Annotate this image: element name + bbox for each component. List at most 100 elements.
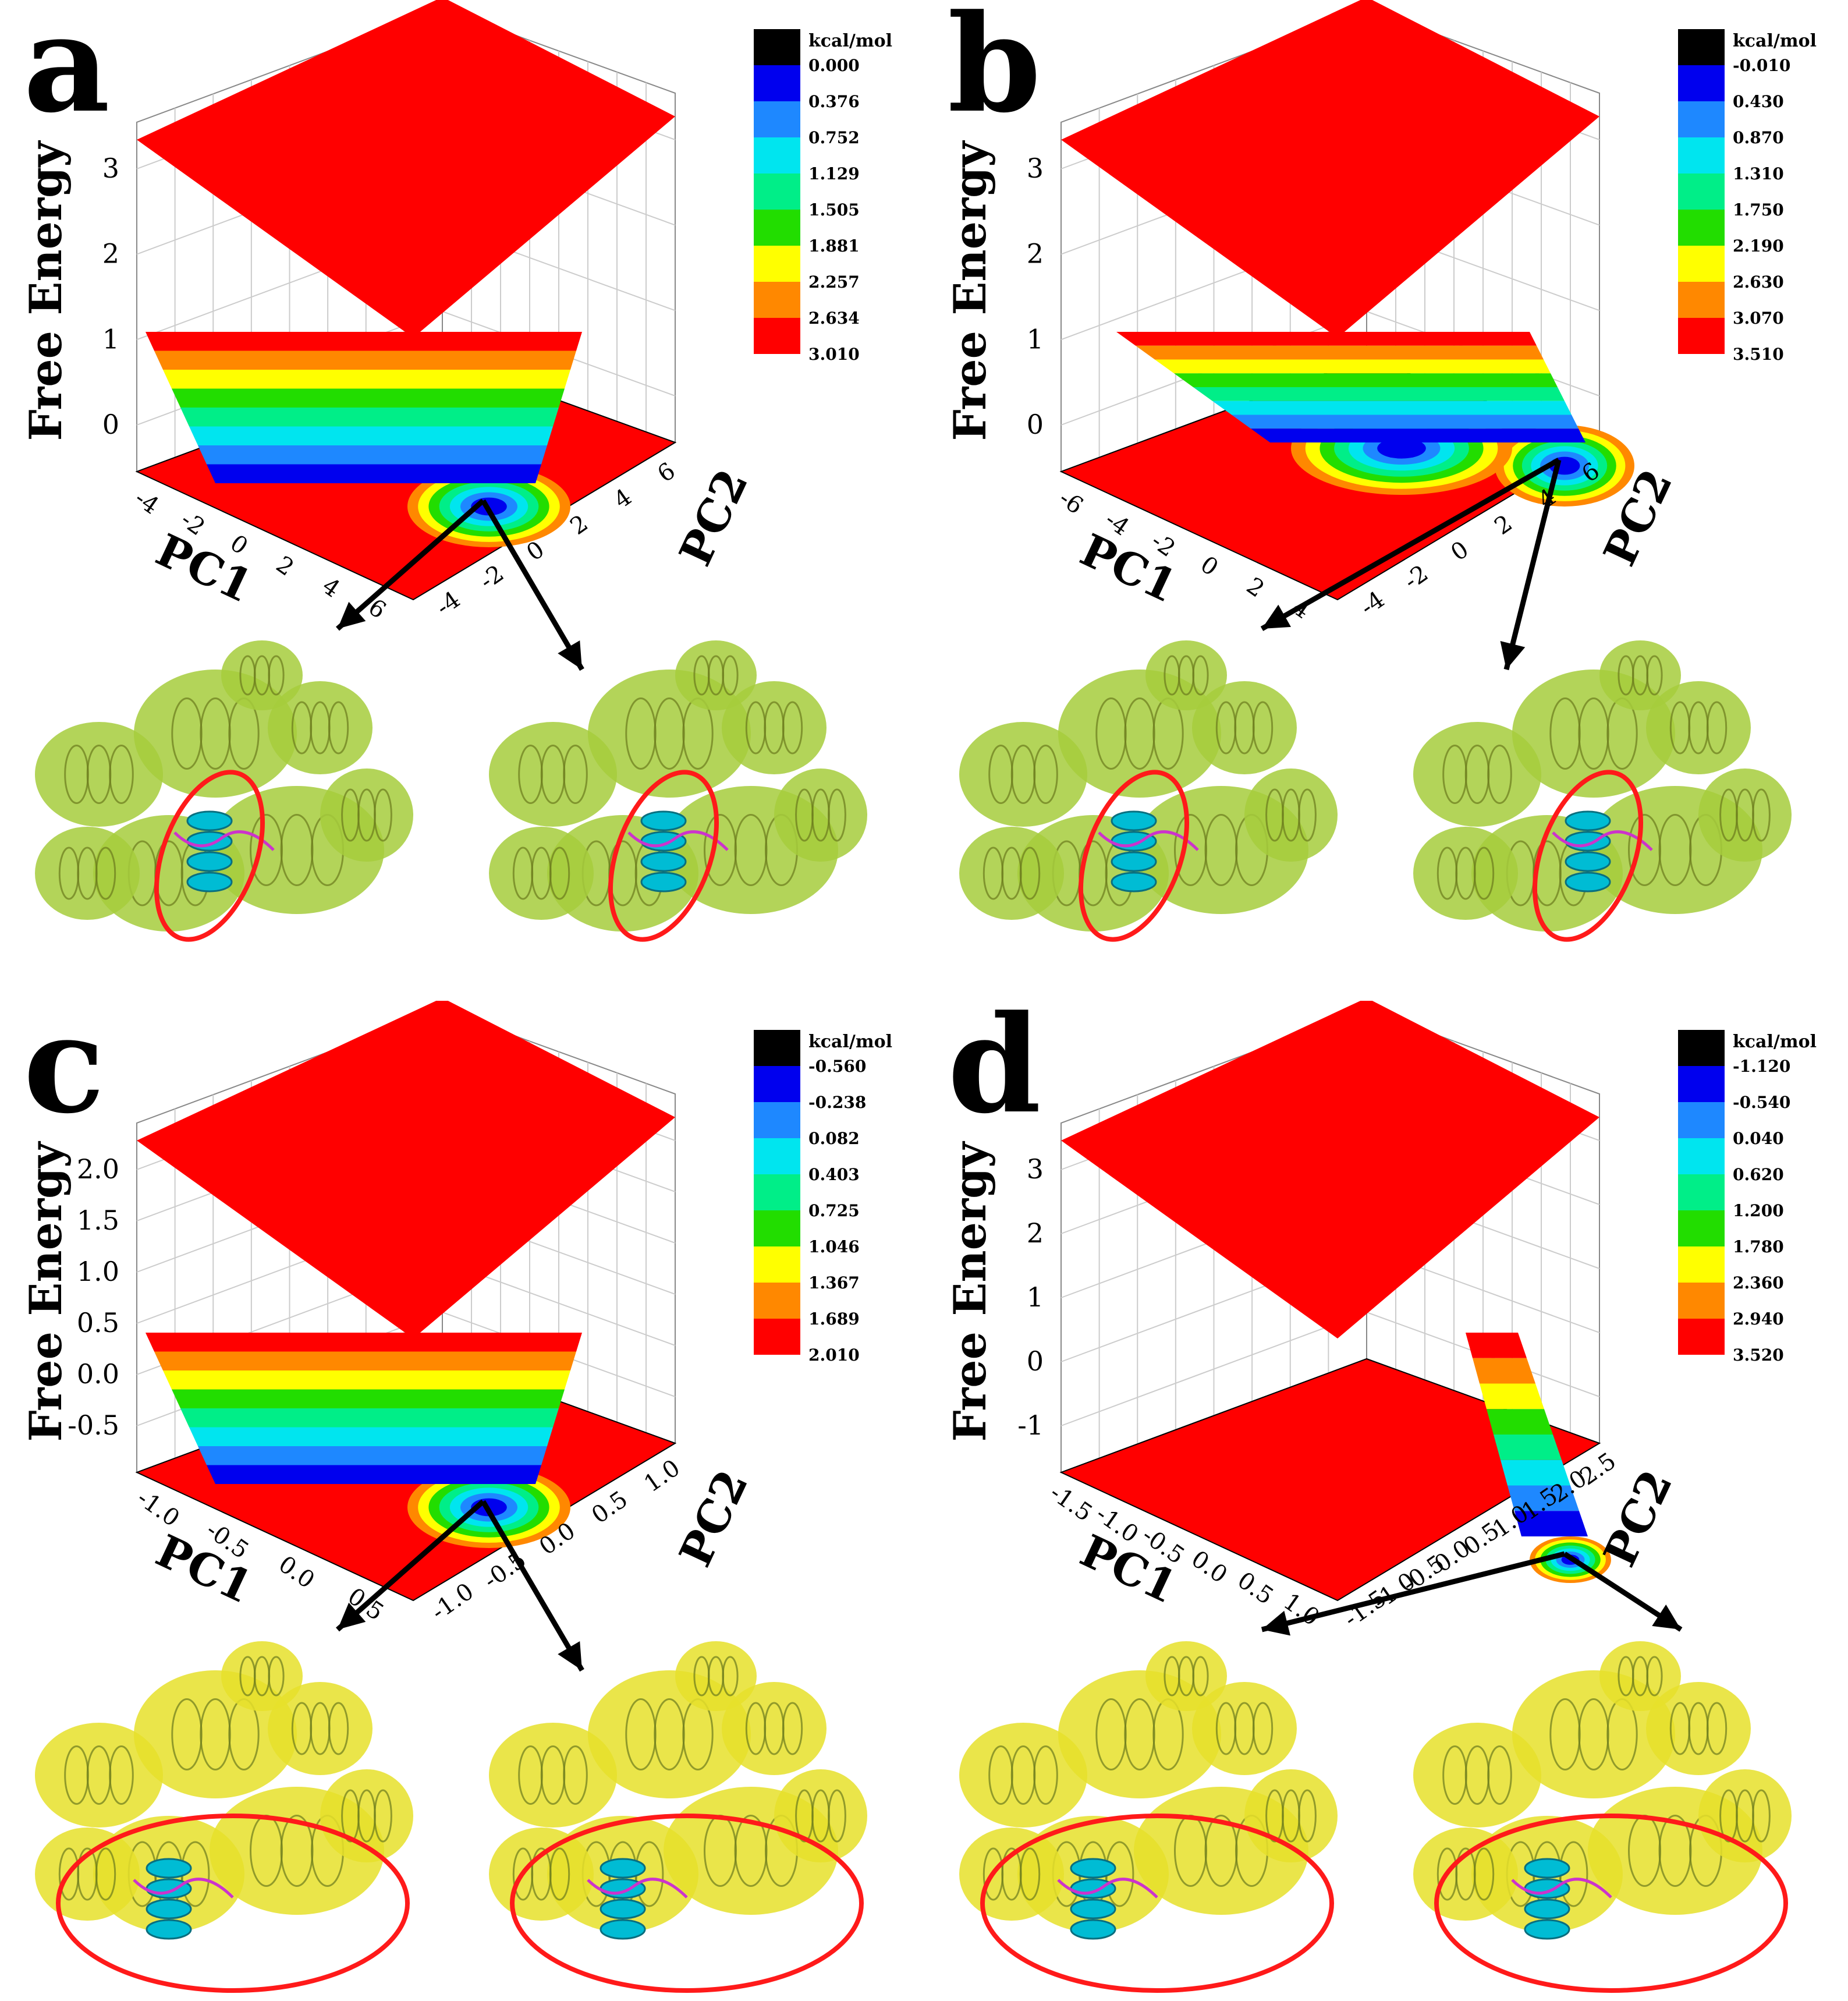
x-tick-label: 0.0 <box>1186 1546 1232 1589</box>
highlighted-helix <box>640 872 687 893</box>
surface-band <box>1466 1333 1527 1358</box>
colorbar-label: 0.752 <box>808 128 860 147</box>
colorbar-label: 0.082 <box>808 1129 860 1148</box>
surface-band <box>154 1351 576 1370</box>
protein-domain <box>35 1828 140 1921</box>
protein-domain <box>774 768 867 862</box>
colorbar-swatch <box>1678 1066 1725 1102</box>
colorbar-label: 3.010 <box>808 345 860 364</box>
helix-turn <box>1706 1702 1728 1755</box>
colorbar: -0.560 -0.238 0.082 0.403 0.725 1.046 1.367 1.6… <box>754 1030 892 1365</box>
colorbar-label: 1.310 <box>1733 164 1784 183</box>
x-tick-label: 0.5 <box>1232 1567 1278 1610</box>
helix-turn <box>549 1847 570 1901</box>
helix-turn <box>374 788 392 842</box>
y-axis-title: PC2 <box>669 462 758 573</box>
helix-turn <box>268 1656 285 1697</box>
surface-band <box>154 350 576 370</box>
protein-domain <box>489 827 594 920</box>
colorbar-label: 0.620 <box>1733 1165 1784 1184</box>
highlighted-loop <box>173 830 275 851</box>
helix-turn <box>1487 745 1512 804</box>
chart-svg: c-0.50.00.51.01.52.0-1.0-0.50.00.5-1.0-0… <box>20 1001 892 1993</box>
protein-domain <box>1145 1641 1227 1711</box>
surface-band <box>189 1427 553 1446</box>
x-tick-label: -1.0 <box>132 1485 185 1532</box>
protein-domain <box>1599 1641 1681 1711</box>
colorbar-swatch <box>1678 65 1725 101</box>
protein-structure <box>1413 640 1792 942</box>
protein-domain <box>35 827 140 920</box>
colorbar-swatch <box>1678 1283 1725 1319</box>
highlighted-helix <box>186 810 233 831</box>
surface-band <box>1473 1358 1535 1384</box>
colorbar-swatch <box>754 1138 800 1174</box>
protein-domain <box>1698 1769 1792 1862</box>
protein-domain <box>268 1682 373 1775</box>
z-axis-title: Free Energy <box>944 1141 996 1442</box>
arrow-head <box>1500 641 1526 670</box>
z-tick-label: 2 <box>102 238 119 270</box>
protein-domain <box>221 640 303 710</box>
protein-domain <box>1646 681 1751 774</box>
highlighted-loop <box>587 1878 688 1899</box>
surface-band <box>1193 387 1565 401</box>
highlighted-helix <box>1111 810 1157 831</box>
protein-domain <box>675 640 757 710</box>
z-tick-label: 0 <box>1027 1345 1044 1377</box>
colorbar-swatch <box>1678 173 1725 210</box>
surface-band <box>207 1465 541 1484</box>
helix-turn <box>1252 701 1274 755</box>
helix-turn <box>268 655 285 696</box>
colorbar-swatch <box>754 246 800 282</box>
surface-band <box>1514 1511 1588 1536</box>
helix-turn <box>1752 1789 1771 1843</box>
minimum-arrows <box>1260 458 1562 671</box>
colorbar-swatch <box>1678 1319 1725 1355</box>
highlight-ellipse <box>1532 770 1644 942</box>
z-tick-label: 3 <box>1027 1153 1044 1185</box>
x-tick-label: -4 <box>130 485 164 520</box>
z-tick-label: 2 <box>1027 238 1044 270</box>
arrow-line <box>336 1499 485 1632</box>
colorbar-label: 0.000 <box>808 56 860 75</box>
colorbar-swatch <box>754 137 800 173</box>
protein-structure <box>959 640 1338 942</box>
y-tick-label: -4 <box>431 586 465 621</box>
z-tick-label: 1.5 <box>77 1205 119 1236</box>
colorbar-swatch <box>1678 29 1725 65</box>
z-axis-title: Free Energy <box>20 1141 72 1442</box>
colorbar-swatch <box>754 210 800 246</box>
y-axis-title: PC2 <box>669 1462 758 1574</box>
highlighted-helix <box>186 851 233 872</box>
colorbar-swatch <box>1678 1102 1725 1138</box>
colorbar-label: 1.780 <box>1733 1237 1784 1256</box>
z-axis-title: Free Energy <box>944 140 996 441</box>
helix-turn <box>109 1745 134 1805</box>
protein-domain <box>959 827 1064 920</box>
protein-domain <box>268 681 373 774</box>
surface-band <box>1508 1485 1579 1511</box>
protein-domain <box>1413 1723 1541 1828</box>
surface-band <box>1480 1383 1544 1409</box>
z-tick-label: 0 <box>102 409 119 440</box>
highlighted-helix <box>600 1919 646 1940</box>
arrow-line <box>1260 458 1560 631</box>
colorbar-label: 1.129 <box>808 164 860 183</box>
surface-band <box>1116 332 1537 346</box>
surface-plateau <box>1061 0 1599 338</box>
protein-domain <box>1244 1769 1338 1862</box>
x-tick-label: 4 <box>317 572 345 603</box>
surface-band <box>163 370 570 389</box>
z-tick-label: -1 <box>1017 1409 1044 1441</box>
grid-line <box>1060 1312 1367 1426</box>
surface-band <box>172 388 565 408</box>
helix-turn <box>328 1702 349 1755</box>
protein-structure <box>1413 1641 1792 1993</box>
z-tick-label: 2 <box>1027 1217 1044 1249</box>
highlighted-helix <box>1070 1858 1116 1879</box>
colorbar-label: 1.367 <box>808 1273 860 1292</box>
protein-structure <box>489 640 867 942</box>
